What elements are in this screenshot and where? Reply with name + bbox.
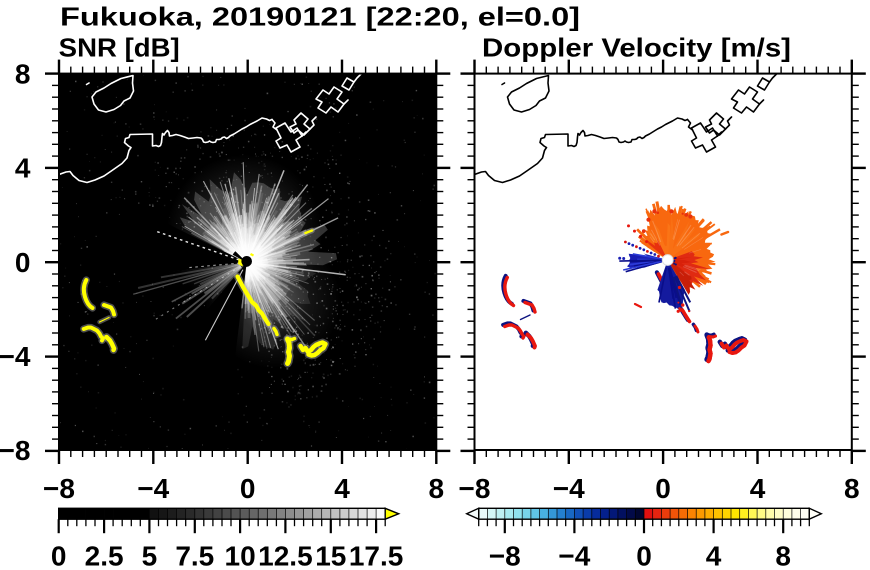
svg-text:17.5: 17.5: [349, 541, 404, 570]
svg-text:4: 4: [334, 473, 350, 504]
svg-text:4: 4: [750, 473, 766, 504]
svg-text:8: 8: [429, 473, 445, 504]
svg-text:Fukuoka, 20190121 [22:20, el=0: Fukuoka, 20190121 [22:20, el=0.0]: [60, 2, 580, 32]
svg-text:5: 5: [142, 541, 158, 570]
svg-text:10: 10: [225, 541, 256, 570]
svg-text:15: 15: [315, 541, 346, 570]
svg-text:−4: −4: [553, 473, 585, 504]
svg-text:−8: −8: [459, 473, 491, 504]
svg-text:−8: −8: [489, 541, 521, 570]
svg-text:0: 0: [51, 541, 67, 570]
svg-text:−4: −4: [0, 341, 31, 372]
svg-text:SNR [dB]: SNR [dB]: [59, 33, 180, 63]
svg-text:0: 0: [655, 473, 671, 504]
svg-text:0: 0: [636, 541, 652, 570]
svg-text:−4: −4: [137, 473, 169, 504]
svg-text:12.5: 12.5: [258, 541, 313, 570]
svg-text:8: 8: [15, 59, 31, 90]
svg-text:Doppler Velocity [m/s]: Doppler Velocity [m/s]: [482, 33, 791, 63]
svg-text:8: 8: [775, 541, 791, 570]
svg-text:2.5: 2.5: [85, 541, 124, 570]
svg-text:8: 8: [844, 473, 860, 504]
svg-text:4: 4: [706, 541, 722, 570]
svg-text:−8: −8: [0, 435, 31, 466]
svg-text:7.5: 7.5: [175, 541, 214, 570]
svg-text:−4: −4: [558, 541, 590, 570]
svg-text:0: 0: [15, 247, 31, 278]
svg-text:0: 0: [240, 473, 256, 504]
svg-text:−8: −8: [43, 473, 75, 504]
svg-text:4: 4: [15, 153, 31, 184]
